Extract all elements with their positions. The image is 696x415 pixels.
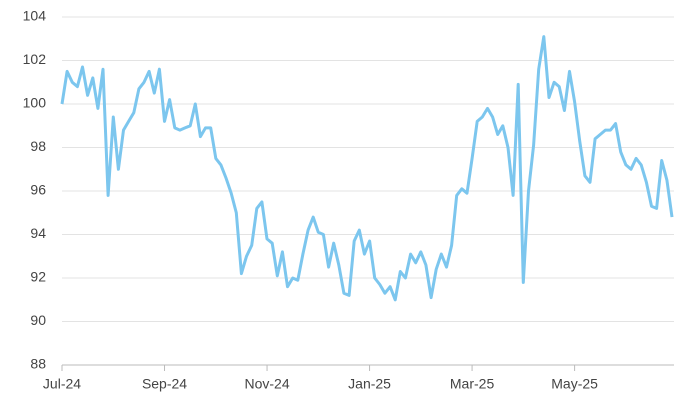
y-tick-label: 94 [30,225,46,241]
y-tick-label: 92 [30,269,46,285]
data-line [60,35,674,302]
x-tick-label: Mar-25 [450,376,495,392]
y-tick-label: 98 [30,138,46,154]
y-tick-label: 96 [30,182,46,198]
y-tick-label: 90 [30,312,46,328]
y-tick-label: 104 [23,8,47,24]
y-tick-label: 88 [30,356,46,372]
x-tick-label: Sep-24 [142,376,187,392]
x-tick-label: Jul-24 [43,376,81,392]
y-tick-label: 100 [23,95,47,111]
y-tick-label: 102 [23,51,47,67]
x-tick-label: Jan-25 [348,376,391,392]
x-tick-label: Nov-24 [244,376,289,392]
x-tick-label: May-25 [551,376,598,392]
